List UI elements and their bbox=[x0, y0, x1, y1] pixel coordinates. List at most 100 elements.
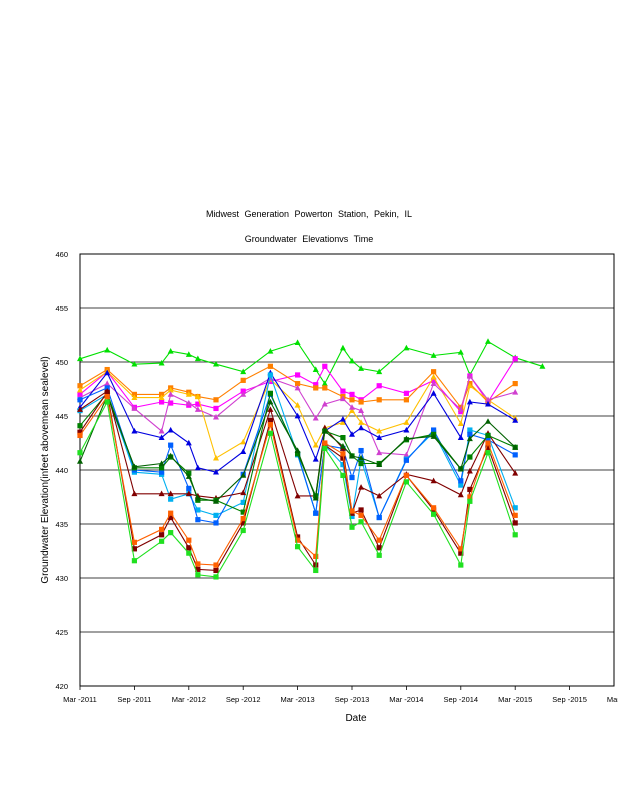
data-point bbox=[467, 498, 473, 504]
series-13 bbox=[77, 399, 518, 580]
data-point bbox=[168, 530, 174, 536]
data-point bbox=[158, 394, 165, 401]
data-point bbox=[213, 468, 219, 475]
data-point bbox=[195, 401, 201, 407]
data-point bbox=[295, 544, 301, 550]
data-point bbox=[458, 550, 464, 556]
data-point bbox=[512, 505, 518, 511]
data-point bbox=[457, 465, 464, 472]
data-point bbox=[358, 407, 365, 413]
data-point bbox=[512, 444, 519, 450]
data-point bbox=[403, 472, 409, 478]
data-point bbox=[131, 360, 138, 367]
data-point bbox=[358, 519, 364, 525]
data-point bbox=[195, 566, 201, 572]
data-point bbox=[104, 385, 110, 391]
x-axis-title: Date bbox=[345, 713, 367, 724]
data-point bbox=[321, 427, 328, 434]
data-point bbox=[104, 389, 110, 395]
x-tick-label: Sep -2012 bbox=[226, 695, 261, 704]
data-point bbox=[240, 489, 247, 496]
x-tick-label: Mar -2013 bbox=[281, 695, 315, 704]
data-point bbox=[349, 397, 355, 403]
data-point bbox=[466, 398, 473, 405]
data-point bbox=[194, 406, 201, 412]
data-point bbox=[186, 470, 192, 476]
data-point bbox=[403, 419, 410, 425]
data-point bbox=[240, 499, 246, 505]
data-point bbox=[376, 545, 382, 551]
data-point bbox=[77, 406, 83, 412]
x-tick-labels: Mar -2011 Sep -2011 Mar -2012 Sep -2012 Mar … bbox=[63, 686, 618, 704]
data-point bbox=[77, 391, 83, 397]
data-point bbox=[312, 366, 319, 372]
data-point bbox=[376, 552, 382, 558]
data-point bbox=[340, 455, 346, 461]
data-point bbox=[339, 443, 346, 449]
data-point bbox=[240, 391, 247, 397]
data-point bbox=[467, 427, 473, 433]
data-point bbox=[194, 494, 201, 501]
data-point bbox=[457, 491, 464, 498]
data-point bbox=[349, 508, 355, 514]
data-point bbox=[104, 380, 111, 386]
data-point bbox=[430, 390, 437, 396]
series-1 bbox=[77, 356, 518, 415]
data-point bbox=[195, 517, 201, 523]
data-point bbox=[167, 452, 174, 459]
data-point bbox=[466, 435, 473, 442]
data-point bbox=[349, 452, 355, 459]
data-point bbox=[431, 427, 437, 433]
data-point bbox=[376, 383, 382, 389]
data-point bbox=[467, 454, 473, 460]
y-tick-label: 420 bbox=[55, 682, 68, 691]
data-point bbox=[430, 380, 437, 386]
data-point bbox=[485, 437, 491, 443]
data-point bbox=[294, 447, 301, 453]
data-point bbox=[430, 477, 437, 484]
data-point bbox=[340, 451, 346, 457]
data-point bbox=[159, 465, 165, 471]
data-point bbox=[167, 348, 174, 354]
data-point bbox=[458, 482, 464, 488]
y-tick-label: 425 bbox=[55, 628, 68, 637]
data-point bbox=[349, 474, 355, 481]
data-point bbox=[349, 391, 355, 397]
data-point bbox=[485, 396, 491, 403]
data-point bbox=[213, 520, 219, 526]
data-point bbox=[240, 438, 247, 445]
data-point bbox=[77, 383, 83, 389]
data-point bbox=[295, 381, 301, 387]
data-point bbox=[431, 377, 437, 383]
data-point bbox=[185, 490, 192, 497]
data-point bbox=[403, 390, 409, 396]
data-point bbox=[321, 380, 328, 386]
data-point bbox=[485, 450, 491, 456]
data-point bbox=[267, 398, 274, 405]
data-point bbox=[376, 537, 382, 543]
data-point bbox=[295, 372, 301, 378]
x-tick-label: Sep -2015 bbox=[552, 695, 587, 704]
data-point bbox=[349, 513, 355, 520]
data-point bbox=[313, 510, 319, 516]
data-point bbox=[485, 418, 491, 424]
data-point bbox=[358, 399, 364, 405]
data-point bbox=[131, 391, 137, 397]
data-point bbox=[294, 339, 301, 345]
data-point bbox=[457, 420, 464, 426]
data-point bbox=[485, 400, 491, 407]
data-point bbox=[131, 463, 138, 470]
data-point bbox=[358, 507, 364, 513]
data-point bbox=[158, 490, 165, 497]
data-point bbox=[267, 406, 274, 412]
data-point bbox=[376, 434, 383, 440]
data-point bbox=[77, 429, 83, 435]
data-point bbox=[376, 397, 382, 403]
data-point bbox=[430, 433, 437, 439]
x-tick-label: Mar -2015 bbox=[498, 695, 532, 704]
data-point bbox=[431, 505, 437, 511]
data-point bbox=[77, 458, 83, 464]
data-point bbox=[349, 404, 355, 410]
data-point bbox=[195, 507, 201, 513]
data-point bbox=[213, 360, 219, 367]
